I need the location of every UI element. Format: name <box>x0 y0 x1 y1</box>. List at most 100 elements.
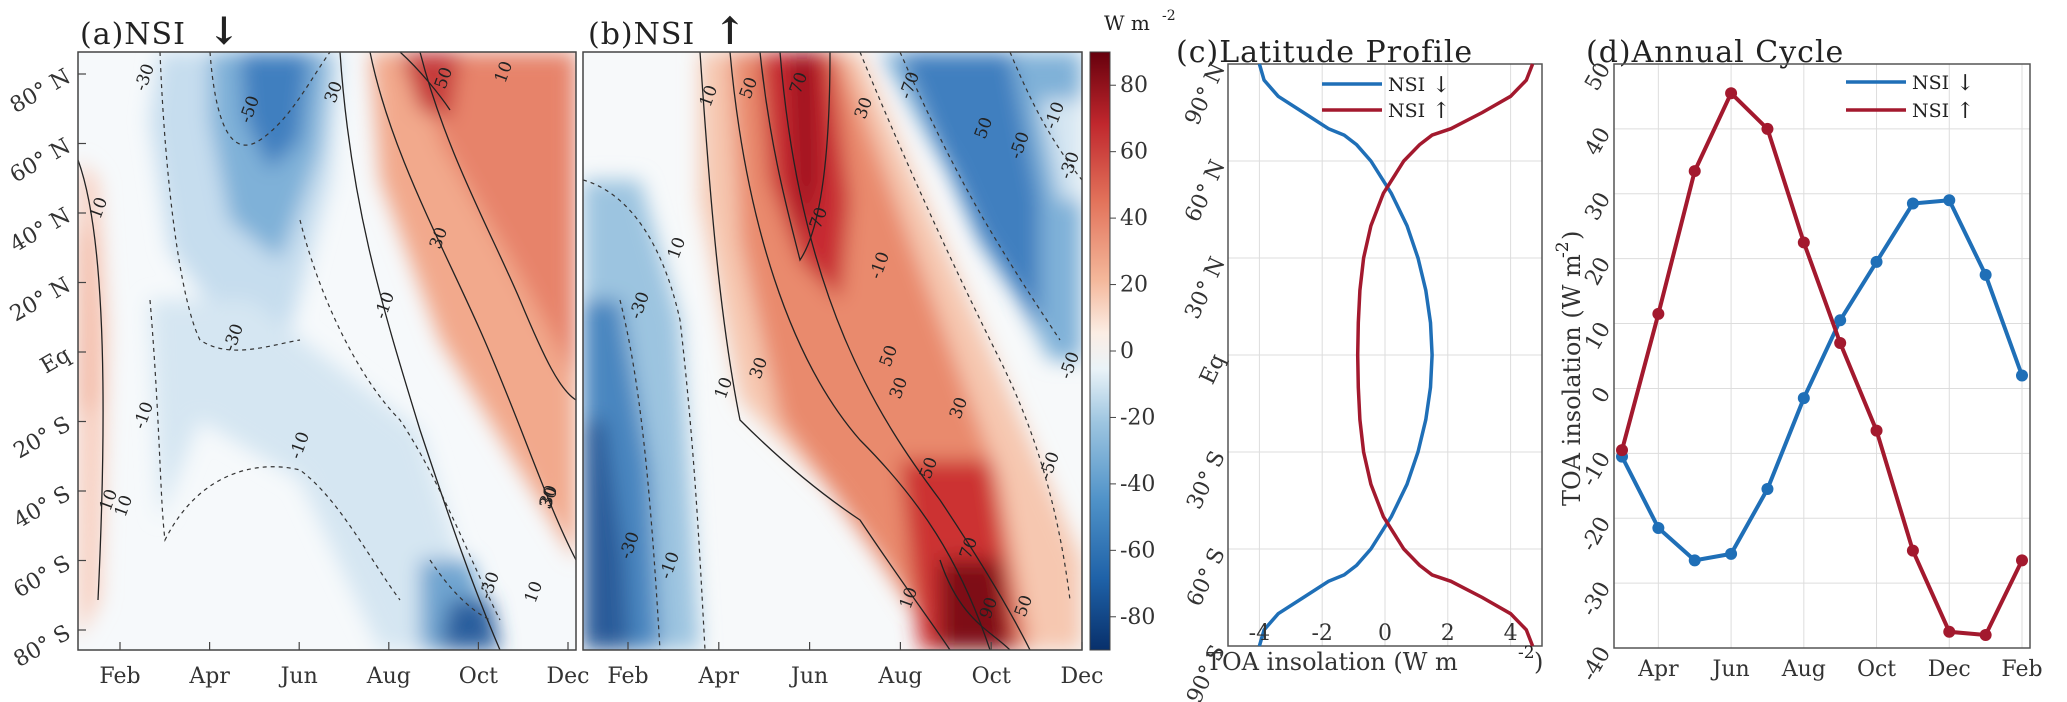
colorbar-tick-label: 20 <box>1120 273 1148 298</box>
panel-c-y-tick-label: Eq <box>1195 350 1230 388</box>
panel-c-y-tick-label: 30° S <box>1182 447 1230 513</box>
panel-b-heatmap <box>583 52 1082 650</box>
panel-b-x-tick-label: Dec <box>1061 664 1104 689</box>
panel-d: (d)Annual Cycle 50403020100-10-20-30-40 … <box>1553 35 2043 686</box>
panel-c-legend-label: NSI <box>1388 100 1425 122</box>
panel-d-point-2 <box>1870 424 1883 437</box>
panel-b-x-tick-label: Oct <box>972 664 1011 689</box>
colorbar-tick-label: 60 <box>1120 140 1148 165</box>
panel-c-series-line-2 <box>1355 63 1535 647</box>
panel-a-y-tick-label: 20° S <box>10 412 75 464</box>
panel-d-frame <box>1613 63 2031 649</box>
panel-b-x-tick-label: Jun <box>789 664 828 689</box>
panel-b-x-tick-label: Feb <box>607 664 648 689</box>
panel-a-y-tick-label: 20° N <box>6 273 75 327</box>
colorbar-units: W m <box>1104 11 1150 35</box>
colorbar-ticks: 80 60 40 20 0 -20 -40 -60 -80 <box>1110 73 1155 630</box>
panel-d-point-1 <box>1834 314 1847 327</box>
panel-d-point-1 <box>2016 369 2028 382</box>
colorbar-tick-label: 0 <box>1120 339 1134 364</box>
panel-c-x-ticks: -4 -2 0 2 4 <box>1249 621 1518 646</box>
panel-d-y-tick-label: -20 <box>1577 513 1616 556</box>
panel-a-heatmap <box>78 52 576 650</box>
panel-d-point-2 <box>1725 87 1738 100</box>
panel-a-x-ticks: Feb Apr Jun Aug Oct Dec <box>99 642 589 689</box>
panel-d-point-1 <box>1979 268 1992 281</box>
panel-d-y-tick-label: 40 <box>1580 123 1616 160</box>
panel-d-point-1 <box>1652 521 1665 534</box>
panel-d-point-1 <box>1943 194 1956 207</box>
panel-c-legend: NSI ↓ NSI ↑ <box>1322 73 1450 124</box>
panel-d-legend-label: NSI <box>1912 100 1949 122</box>
panel-b-x-tick-label: Aug <box>877 664 922 689</box>
panel-d-series-line-1 <box>1620 198 2024 563</box>
panel-c-x-tick-label: -2 <box>1311 621 1332 646</box>
panel-c-legend-arrow-icon: ↓ <box>1432 73 1450 98</box>
panel-a-x-tick-label: Dec <box>547 664 590 689</box>
panel-d-ylabel-exp: -2 <box>1553 241 1573 258</box>
panel-a: (a)NSI ↓ <box>6 8 590 689</box>
panel-b-x-ticks: Feb Apr Jun Aug Oct Dec <box>607 642 1103 689</box>
panel-c-xlabel: TOA insolation (W m -2 ) <box>1206 643 1543 676</box>
panel-d-point-2 <box>1761 122 1774 135</box>
colorbar-tick-label: 40 <box>1120 206 1148 231</box>
panel-a-y-tick-label: Eq <box>36 342 75 379</box>
panel-d-x-tick-label: Apr <box>1637 657 1679 682</box>
panel-d-point-2 <box>2016 554 2028 567</box>
panel-d-y-tick-label: 0 <box>1587 383 1616 408</box>
panel-c-xlabel-text: TOA insolation (W m <box>1206 648 1458 676</box>
panel-d-legend-arrow-icon: ↓ <box>1956 71 1974 96</box>
panel-c-xlabel-exp: -2 <box>1518 643 1535 663</box>
panel-d-point-1 <box>1761 483 1774 496</box>
panel-d-x-tick-label: Jun <box>1711 657 1750 682</box>
panel-d-series-line-2 <box>1620 89 2024 638</box>
panel-c-xlabel-end: ) <box>1534 648 1543 676</box>
panel-b-x-tick-label: Apr <box>698 664 740 689</box>
panel-c-y-tick-label: 60° N <box>1180 156 1230 226</box>
panel-d-point-1 <box>1797 392 1810 405</box>
colorbar-gradient <box>1089 51 1111 651</box>
panel-d-x-tick-label: Dec <box>1928 657 1971 682</box>
panel-d-y-tick-label: -30 <box>1577 578 1616 621</box>
panel-c-legend-label: NSI <box>1388 74 1425 96</box>
panel-c-x-tick-label: 2 <box>1441 621 1455 646</box>
panel-a-y-tick-label: 60° S <box>10 551 75 603</box>
panel-c-x-tick-label: 4 <box>1504 621 1518 646</box>
panel-a-x-tick-label: Feb <box>99 664 140 689</box>
panel-d-point-2 <box>1943 625 1956 638</box>
panel-c-legend-arrow-icon: ↑ <box>1432 99 1450 124</box>
panel-d-point-2 <box>1979 629 1992 642</box>
panel-d-ylabel-text: TOA insolation (W m <box>1558 254 1586 506</box>
panel-d-point-2 <box>1688 165 1701 178</box>
panel-d-ylabel-end: ) <box>1558 231 1586 240</box>
panel-a-y-tick-label: 80° N <box>6 64 75 118</box>
panel-a-x-tick-label: Aug <box>366 664 411 689</box>
panel-a-y-tick-label: 80° S <box>10 620 75 672</box>
panel-d-legend-arrow-icon: ↑ <box>1956 99 1974 124</box>
panel-c-x-tick-label: -4 <box>1249 621 1270 646</box>
panel-d-x-tick-label: Aug <box>1781 657 1826 682</box>
panel-d-x-ticks: Apr Jun Aug Oct Dec Feb <box>1637 657 2042 682</box>
panel-a-y-tick-label: 40° S <box>10 481 75 533</box>
panel-d-point-1 <box>1870 255 1883 268</box>
panel-b-frame <box>582 51 1083 651</box>
colorbar-tick-label: -80 <box>1120 605 1155 630</box>
panel-d-x-tick-label: Feb <box>2001 657 2042 682</box>
panel-a-x-tick-label: Oct <box>459 664 498 689</box>
panel-d-x-tick-label: Oct <box>1857 657 1896 682</box>
panel-b-title: (b)NSI <box>588 17 695 52</box>
panel-a-arrow-icon: ↓ <box>208 8 241 53</box>
panel-d-point-2 <box>1834 337 1847 350</box>
panel-d-point-2 <box>1906 544 1919 557</box>
panel-d-y-tick-label: 30 <box>1580 188 1616 225</box>
panel-d-legend: NSI ↓ NSI ↑ <box>1846 71 1974 124</box>
panel-b: (b)NSI ↑ <box>582 8 1103 689</box>
panel-a-x-tick-label: Jun <box>279 664 318 689</box>
colorbar: W m -2 80 60 40 20 0 -20 -40 -60 -80 <box>1089 8 1176 651</box>
panel-d-y-tick-label: -40 <box>1577 643 1616 686</box>
panel-c-y-tick-label: 30° N <box>1180 253 1230 323</box>
panel-c-x-tick-label: 0 <box>1378 621 1392 646</box>
panel-d-ylabel: TOA insolation (W m -2 ) <box>1553 231 1586 506</box>
panel-c: (c)Latitude Profile 90° N60° N30° NEq30°… <box>1176 35 1543 702</box>
